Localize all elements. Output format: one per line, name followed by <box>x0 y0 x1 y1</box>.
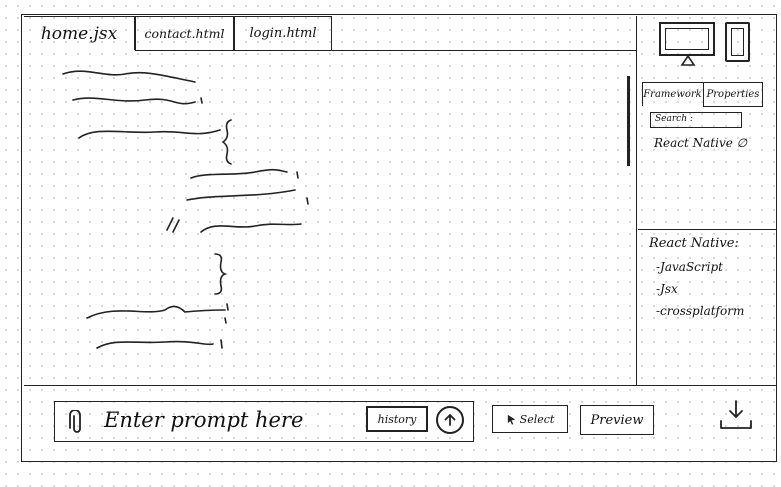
tab-framework[interactable]: Framework <box>642 82 704 106</box>
preview-button[interactable]: Preview <box>580 405 654 435</box>
toolbar-divider <box>24 385 776 386</box>
code-editor[interactable] <box>55 60 325 360</box>
framework-info-item: -JavaScript <box>656 260 723 274</box>
tab-label: Properties <box>706 89 760 100</box>
code-line <box>190 168 288 179</box>
side-panel-divider <box>638 229 776 230</box>
code-comment <box>166 217 180 233</box>
framework-item-react-native[interactable]: React Native ∅ <box>654 136 748 150</box>
app-window <box>21 14 777 462</box>
preview-label: Preview <box>590 412 644 428</box>
prompt-input[interactable] <box>54 401 474 442</box>
tab-label: Framework <box>643 89 702 100</box>
properties-tab-underline <box>703 106 763 107</box>
code-line <box>78 129 221 139</box>
code-line <box>200 223 302 233</box>
monitor-stand-icon <box>680 56 696 66</box>
code-line <box>224 303 229 324</box>
framework-info-item: -Jsx <box>656 282 678 296</box>
code-line <box>200 97 203 104</box>
monitor-icon[interactable] <box>659 22 715 56</box>
arrow-up-icon <box>444 414 456 426</box>
history-label: history <box>377 412 417 426</box>
tab-bar-divider <box>135 50 636 51</box>
search-label: Search : <box>655 114 693 124</box>
framework-info-item: -crossplatform <box>656 304 745 318</box>
code-brace <box>221 119 232 165</box>
code-line <box>96 340 214 349</box>
code-line <box>220 339 223 349</box>
history-button[interactable]: history <box>366 406 428 432</box>
select-label: Select <box>519 412 555 426</box>
tab-properties[interactable]: Properties <box>703 82 763 106</box>
prompt-placeholder: Enter prompt here <box>104 408 304 432</box>
code-line <box>72 97 196 105</box>
download-icon[interactable] <box>719 399 753 431</box>
tab-label: contact.html <box>144 26 225 41</box>
code-line <box>296 171 299 179</box>
send-button[interactable] <box>436 406 464 434</box>
tab-label: login.html <box>249 26 317 41</box>
code-line <box>62 70 196 83</box>
tab-label: home.jsx <box>40 23 118 44</box>
code-line <box>186 189 296 201</box>
framework-tab-edge <box>642 82 643 106</box>
cursor-icon <box>507 414 515 425</box>
paperclip-icon[interactable] <box>66 410 88 436</box>
tab-home-jsx[interactable]: home.jsx <box>24 16 135 50</box>
code-line <box>86 305 226 319</box>
tab-contact-html[interactable]: contact.html <box>135 16 234 50</box>
select-button[interactable]: Select <box>492 405 568 433</box>
panel-divider <box>636 16 637 386</box>
search-input[interactable]: Search : <box>650 112 742 128</box>
editor-scrollbar[interactable] <box>627 76 630 166</box>
framework-info-title: React Native: <box>649 236 739 251</box>
phone-icon[interactable] <box>725 22 750 62</box>
code-brace <box>214 253 228 295</box>
tab-login-html[interactable]: login.html <box>234 16 332 50</box>
code-line <box>306 197 309 205</box>
